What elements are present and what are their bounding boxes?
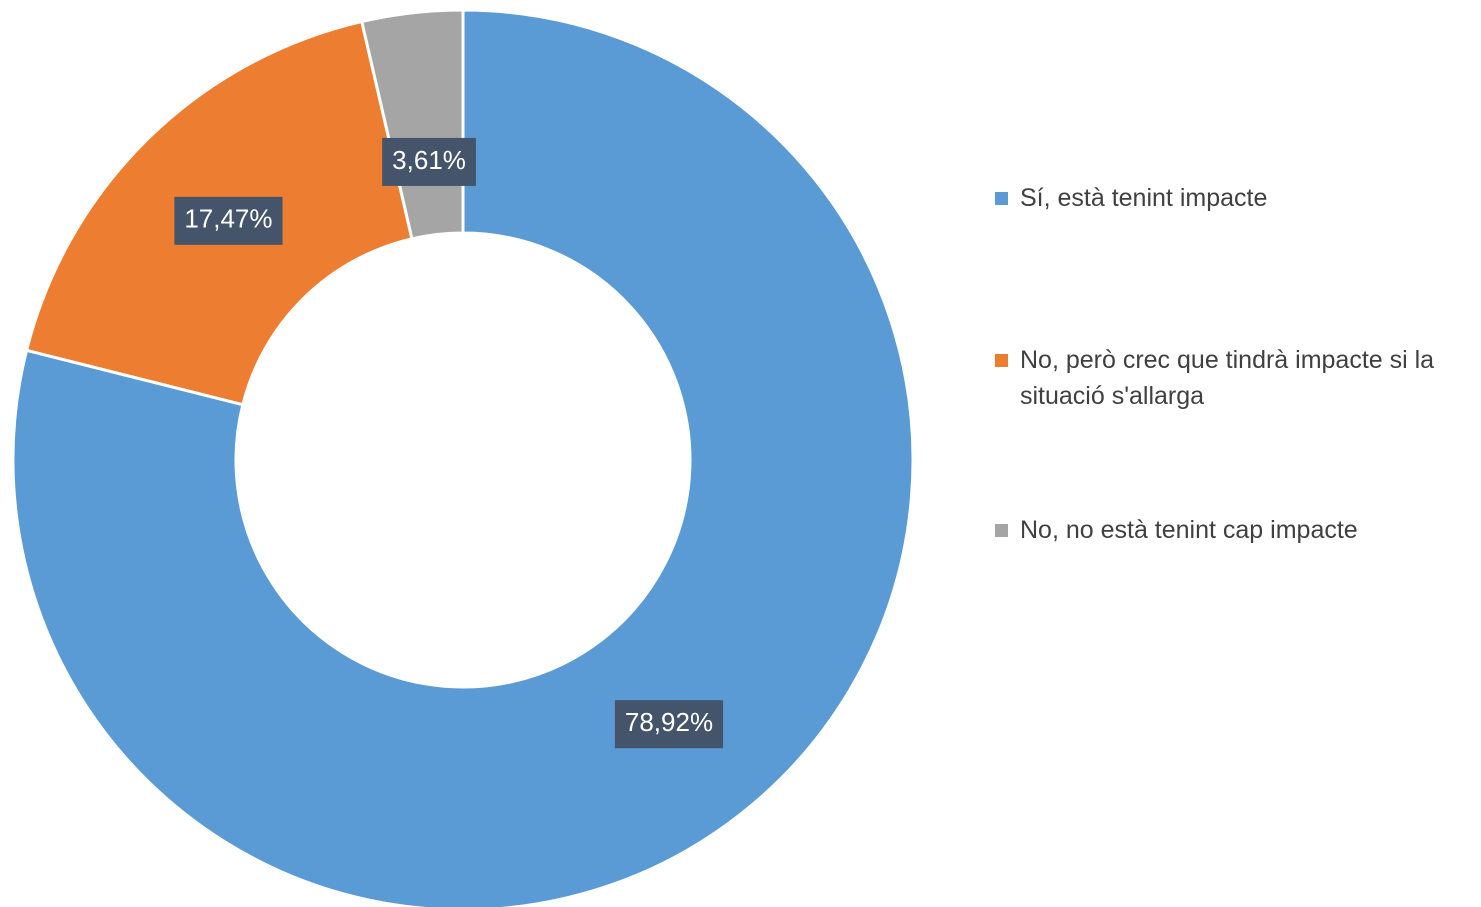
data-label-box [382, 137, 476, 186]
donut-slice [11, 8, 915, 907]
legend-item: No, però crec que tindrà impacte si la s… [995, 342, 1465, 414]
data-label-text: 3,61% [392, 145, 466, 175]
data-label: 3,61% [382, 137, 476, 186]
legend-item: Sí, està tenint impacte [995, 180, 1267, 216]
legend-label: Sí, està tenint impacte [1020, 184, 1268, 212]
data-label: 17,47% [174, 196, 283, 245]
data-label-box [614, 700, 724, 749]
legend-label: No, però crec que tindrà impacte si la s… [1020, 346, 1435, 410]
legend-swatch [995, 524, 1008, 537]
data-label-box [174, 196, 283, 245]
data-label-text: 17,47% [184, 204, 272, 234]
data-label-text: 78,92% [625, 707, 713, 737]
legend-label: No, no està tenint cap impacte [1020, 516, 1358, 544]
legend-swatch [995, 192, 1008, 205]
data-label: 78,92% [614, 700, 724, 749]
legend-swatch [995, 354, 1008, 367]
legend-item: No, no està tenint cap impacte [995, 512, 1358, 548]
